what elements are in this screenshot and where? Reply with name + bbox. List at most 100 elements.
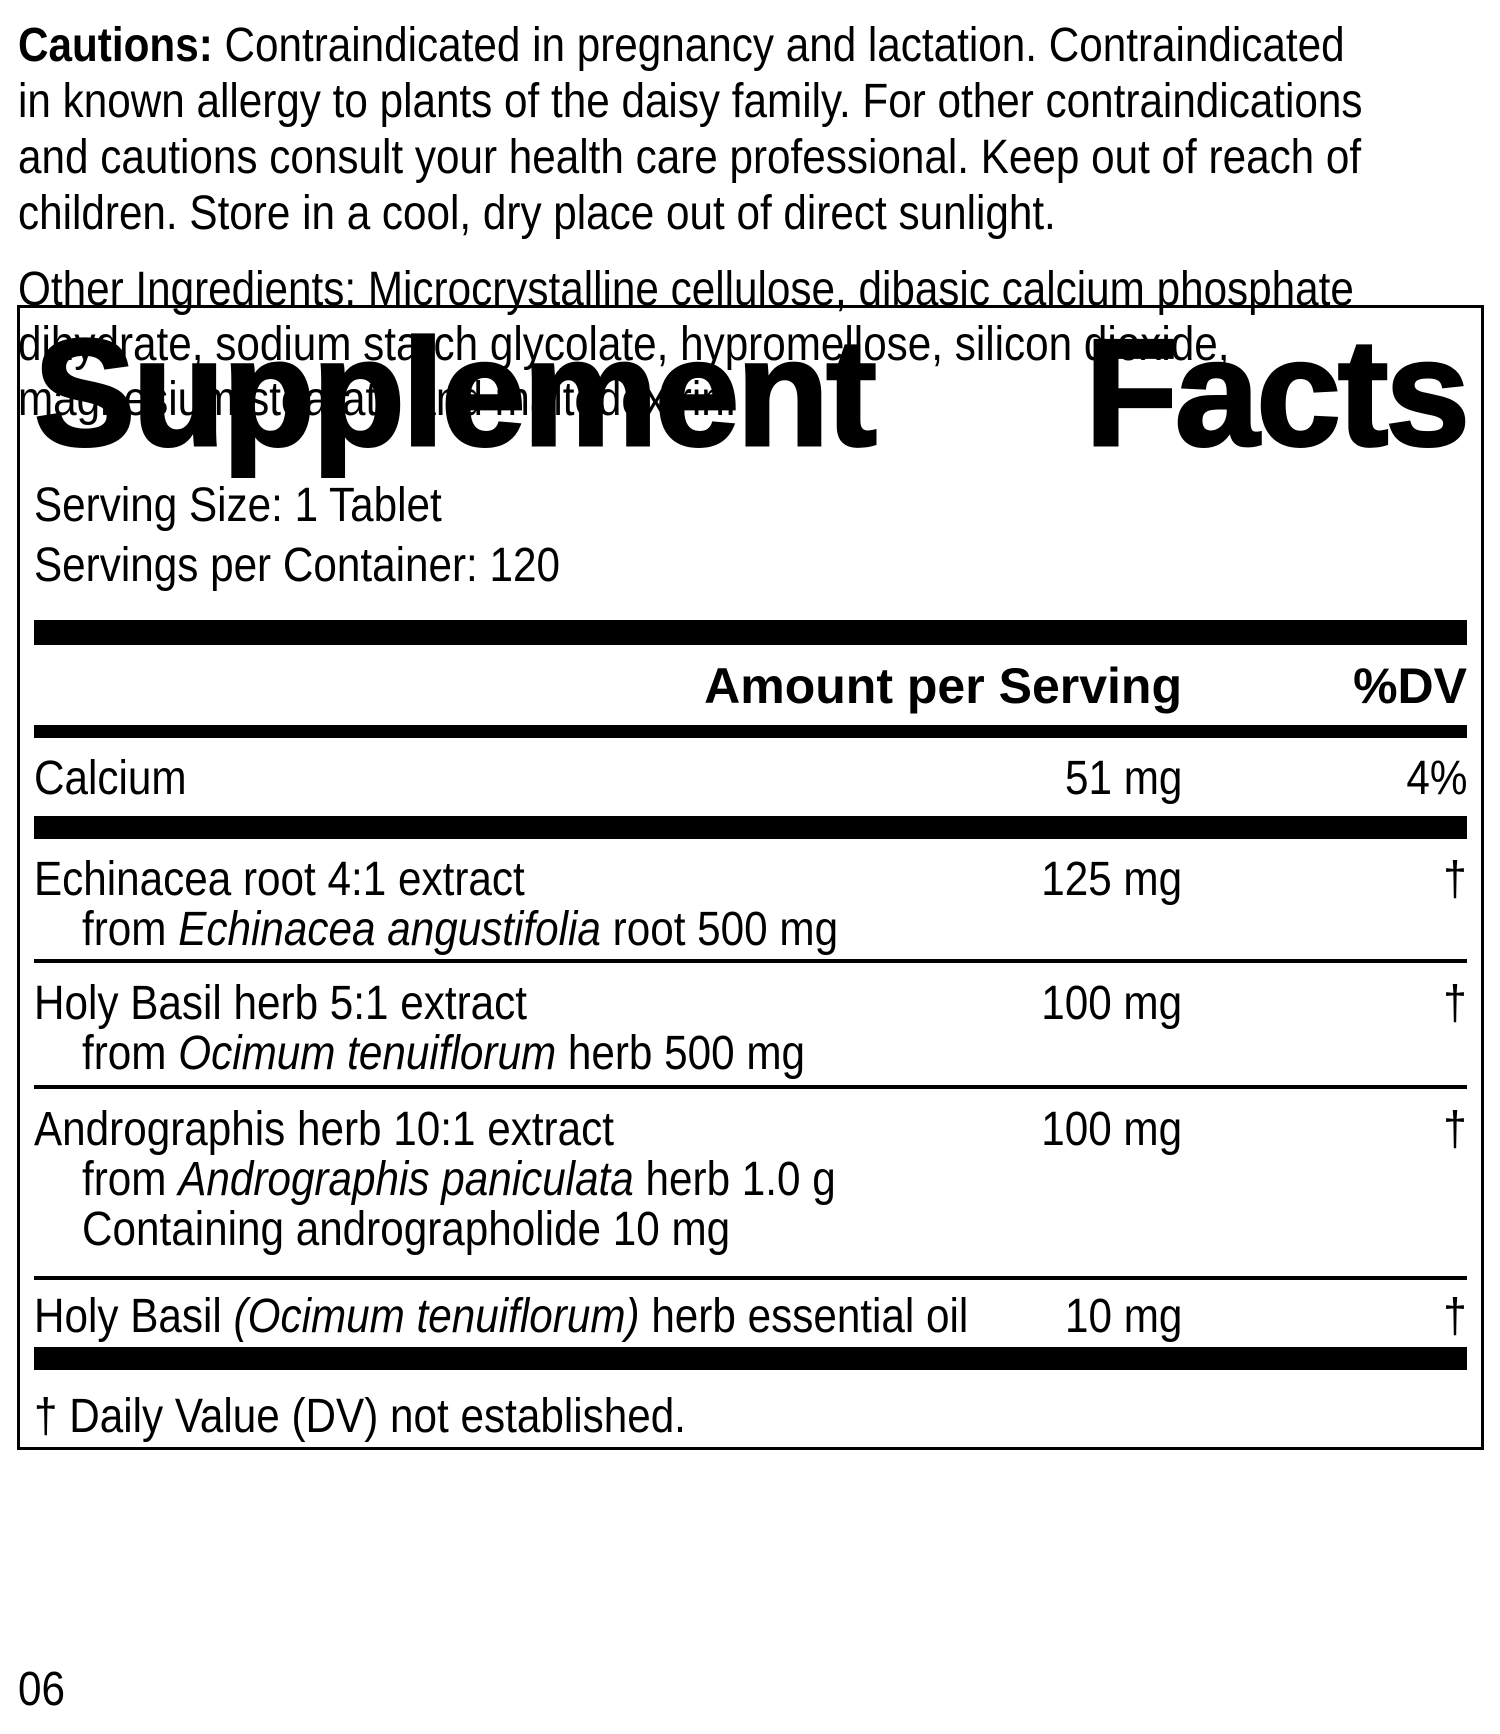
text-segment: children. Store in a cool, dry place out… (18, 187, 1056, 240)
text-segment: Ocimum tenuiflorum (178, 1027, 557, 1080)
column-header-amount: Amount per Serving (704, 658, 1182, 714)
ingredient-amount: 125 mg (992, 855, 1182, 905)
cautions-line-text: children. Store in a cool, dry place out… (18, 186, 1056, 242)
cautions-line-text: and cautions consult your health care pr… (18, 130, 1361, 186)
ingredient-table: Calcium 51 mg 4% Echinacea root 4:1 extract… (34, 738, 1467, 1370)
ingredient-dv: † (1182, 855, 1467, 905)
ingredient-dv-text: 4% (1405, 752, 1467, 805)
ingredient-amount: 100 mg (992, 979, 1182, 1029)
ingredient-name: Andrographis herb 10:1 extract (34, 1105, 992, 1155)
ingredient-row-main: Holy Basil (Ocimum tenuiflorum) herb ess… (34, 1292, 1467, 1342)
text-segment: Andrographis paniculata (178, 1153, 634, 1206)
text-segment: from (82, 903, 179, 956)
text-segment: Other Ingredients: Microcrystalline cell… (18, 263, 1354, 316)
divider-thin (34, 1085, 1467, 1089)
ingredient-dv: † (1182, 1292, 1467, 1342)
text-segment: Echinacea root 4:1 extract (34, 853, 525, 906)
cautions-line: Cautions: Contraindicated in pregnancy a… (18, 18, 1500, 74)
dv-footnote-text: † Daily Value (DV) not established. (34, 1390, 686, 1443)
label-page: { "colors": {"text": "#000000", "backgro… (0, 18, 1500, 1734)
ingredient-amount-text: 51 mg (1064, 752, 1182, 805)
ingredient-name-text: Holy Basil (Ocimum tenuiflorum) herb ess… (34, 1292, 968, 1342)
text-segment: herb 1.0 g (633, 1153, 836, 1206)
table-header-row: Amount per Serving %DV (34, 645, 1467, 725)
servings-per-container-line: Servings per Container: 120 (34, 536, 1467, 596)
ingredient-source-line: from Ocimum tenuiflorum herb 500 mg (34, 1029, 1467, 1079)
text-segment: Cautions: (18, 19, 225, 72)
text-segment: from (82, 1153, 179, 1206)
serving-size-line: Serving Size: 1 Tablet (34, 476, 1467, 536)
page-code: 06 (18, 1664, 71, 1716)
ingredient-row-main: Calcium 51 mg 4% (34, 754, 1467, 804)
divider-heavy (34, 1347, 1467, 1370)
ingredient-dv: † (1182, 979, 1467, 1029)
text-segment: magnesium stearate and maltodextrin. (18, 373, 737, 426)
cautions-line-text: Cautions: Contraindicated in pregnancy a… (18, 18, 1345, 74)
text-segment: Echinacea angustifolia (178, 903, 601, 956)
serving-size-text: Serving Size: 1 Tablet (34, 479, 442, 532)
title-word-supplement: Supplement (33, 308, 879, 478)
other-ingredients-section: Other Ingredients: Microcrystalline cell… (18, 262, 1500, 427)
ingredient-amount-text: 100 mg (1041, 977, 1182, 1030)
other-ingredients-line-text: magnesium stearate and maltodextrin. (18, 372, 736, 427)
other-ingredients-line: dihydrate, sodium starch glycolate, hypr… (18, 317, 1500, 372)
ingredient-dv-text: † (1443, 853, 1467, 906)
ingredient-source-text: from Echinacea angustifolia root 500 mg (82, 905, 838, 955)
text-segment: Containing andrographolide 10 mg (82, 1203, 731, 1256)
text-segment: dihydrate, sodium starch glycolate, hypr… (18, 318, 1230, 371)
ingredient-row: Echinacea root 4:1 extract 125 mg † from Ec… (34, 839, 1467, 959)
text-segment: Holy Basil herb 5:1 extract (34, 977, 528, 1030)
text-segment: and cautions consult your health care pr… (18, 131, 1362, 184)
ingredient-row: Holy Basil (Ocimum tenuiflorum) herb ess… (34, 1280, 1467, 1347)
ingredient-name-text: Andrographis herb 10:1 extract (34, 1105, 614, 1155)
cautions-section: Cautions: Contraindicated in pregnancy a… (18, 18, 1500, 242)
text-segment: Calcium (34, 752, 187, 805)
ingredient-name-text: Calcium (34, 754, 187, 804)
ingredient-name: Holy Basil (Ocimum tenuiflorum) herb ess… (34, 1292, 992, 1342)
ingredient-name: Holy Basil herb 5:1 extract (34, 979, 992, 1029)
title-word-facts: Facts (1083, 308, 1471, 478)
text-segment: herb 500 mg (556, 1027, 806, 1080)
ingredient-amount-text: 100 mg (1041, 1103, 1182, 1156)
ingredient-amount: 100 mg (992, 1105, 1182, 1155)
text-segment: in known allergy to plants of the daisy … (18, 75, 1363, 128)
ingredient-source-line: from Andrographis paniculata herb 1.0 g (34, 1155, 1467, 1205)
ingredient-dv: 4% (1182, 754, 1467, 804)
divider-medium (34, 725, 1467, 738)
text-segment: from (82, 1027, 179, 1080)
cautions-line: in known allergy to plants of the daisy … (18, 74, 1500, 130)
text-segment: Contraindicated in pregnancy and lactati… (224, 19, 1345, 72)
text-segment: Andrographis herb 10:1 extract (34, 1103, 614, 1156)
ingredient-dv: † (1182, 1105, 1467, 1155)
ingredient-dv-text: † (1443, 977, 1467, 1030)
cautions-line: children. Store in a cool, dry place out… (18, 186, 1500, 242)
panel-title: Supplement Facts (33, 308, 1472, 478)
other-ingredients-line-text: Other Ingredients: Microcrystalline cell… (18, 262, 1354, 317)
other-ingredients-line: Other Ingredients: Microcrystalline cell… (18, 262, 1500, 317)
ingredient-source-text: from Ocimum tenuiflorum herb 500 mg (82, 1029, 805, 1079)
divider-thin (34, 959, 1467, 963)
divider-heavy (34, 816, 1467, 839)
servings-per-container-text: Servings per Container: 120 (34, 539, 560, 592)
ingredient-source-text: from Andrographis paniculata herb 1.0 g (82, 1155, 836, 1205)
ingredient-source-line: from Echinacea angustifolia root 500 mg (34, 905, 1467, 955)
cautions-line-text: in known allergy to plants of the daisy … (18, 74, 1363, 130)
ingredient-amount-text: 125 mg (1041, 853, 1182, 906)
text-segment: herb essential oil (639, 1290, 969, 1343)
ingredient-dv-text: † (1443, 1290, 1467, 1343)
ingredient-source-line: Containing andrographolide 10 mg (34, 1205, 1467, 1255)
ingredient-row: Holy Basil herb 5:1 extract 100 mg † from O… (34, 963, 1467, 1085)
ingredient-row-main: Andrographis herb 10:1 extract 100 mg † (34, 1105, 1467, 1155)
ingredient-name-text: Holy Basil herb 5:1 extract (34, 979, 527, 1029)
ingredient-row: Andrographis herb 10:1 extract 100 mg † fro… (34, 1089, 1467, 1276)
ingredient-row-main: Echinacea root 4:1 extract 125 mg † (34, 855, 1467, 905)
ingredient-name: Echinacea root 4:1 extract (34, 855, 992, 905)
ingredient-row-main: Holy Basil herb 5:1 extract 100 mg † (34, 979, 1467, 1029)
ingredient-name: Calcium (34, 754, 992, 804)
text-segment: (Ocimum tenuiflorum) (233, 1290, 640, 1343)
other-ingredients-line-text: dihydrate, sodium starch glycolate, hypr… (18, 317, 1229, 372)
divider-thin (34, 1276, 1467, 1280)
page-code-text: 06 (18, 1663, 65, 1716)
ingredient-amount: 10 mg (992, 1292, 1182, 1342)
ingredient-row: Calcium 51 mg 4% (34, 738, 1467, 816)
